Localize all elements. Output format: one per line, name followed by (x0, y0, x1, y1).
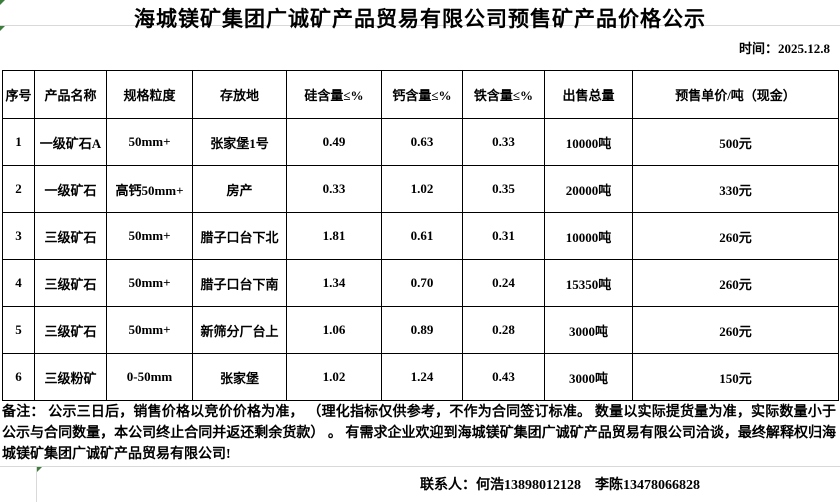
table-row: 1 一级矿石A 50mm+ 张家堡1号 0.49 0.63 0.33 10000… (2, 118, 839, 166)
table-cell: 0.70 (381, 259, 463, 307)
gridline (0, 466, 840, 467)
col-header-product: 产品名称 (34, 70, 107, 119)
table-cell: 0.24 (462, 259, 545, 307)
table-cell: 三级矿石 (34, 259, 107, 307)
table-cell: 0.35 (462, 165, 545, 213)
table-cell: 三级粉矿 (34, 353, 107, 401)
table-cell: 3 (2, 212, 35, 260)
table-cell: 10000吨 (544, 212, 633, 260)
table-cell: 10000吨 (544, 118, 633, 166)
col-header-location: 存放地 (192, 70, 287, 119)
table-cell: 3000吨 (544, 353, 633, 401)
table-cell: 50mm+ (106, 212, 193, 260)
table-cell: 50mm+ (106, 306, 193, 354)
table-row: 4 三级矿石 50mm+ 腊子口台下南 1.34 0.70 0.24 15350… (2, 259, 839, 307)
table-cell: 50mm+ (106, 259, 193, 307)
col-header-quantity: 出售总量 (544, 70, 633, 119)
table-cell: 1.06 (286, 306, 382, 354)
table-cell: 3000吨 (544, 306, 633, 354)
notes-text: 备注： 公示三日后，销售价格以竞价价格为准， （理化指标仅供参考，不作为合同签订… (2, 405, 836, 462)
table-cell: 0.33 (462, 118, 545, 166)
table-cell: 1.81 (286, 212, 382, 260)
table-cell: 0.89 (381, 306, 463, 354)
table-cell: 0.31 (462, 212, 545, 260)
table-cell: 260元 (632, 212, 839, 260)
table-cell: 4 (2, 259, 35, 307)
gridline (0, 25, 840, 26)
table-cell: 0.43 (462, 353, 545, 401)
table-cell: 一级矿石 (34, 165, 107, 213)
table-cell: 1.02 (286, 353, 382, 401)
gridline (36, 466, 37, 502)
table-cell: 150元 (632, 353, 839, 401)
table-cell: 15350吨 (544, 259, 633, 307)
table-header-row: 序号 产品名称 规格粒度 存放地 硅含量≤% 钙含量≤% 铁含量≤% 出售总量 … (2, 70, 839, 119)
cell-flag-icon (0, 0, 5, 5)
contact-line: 联系人：何浩13898012128 李陈13478066828 (420, 478, 700, 493)
table-cell: 2 (2, 165, 35, 213)
table-cell: 新筛分厂台上 (192, 306, 287, 354)
table-cell: 三级矿石 (34, 306, 107, 354)
table-cell: 20000吨 (544, 165, 633, 213)
table-cell: 张家堡 (192, 353, 287, 401)
table-cell: 500元 (632, 118, 839, 166)
table-row: 6 三级粉矿 0-50mm 张家堡 1.02 1.24 0.43 3000吨 1… (2, 353, 839, 401)
table-cell: 高钙50mm+ (106, 165, 193, 213)
table-cell: 腊子口台下北 (192, 212, 287, 260)
table-cell: 0.63 (381, 118, 463, 166)
price-table: 序号 产品名称 规格粒度 存放地 硅含量≤% 钙含量≤% 铁含量≤% 出售总量 … (2, 70, 839, 401)
table-cell: 260元 (632, 259, 839, 307)
table-cell: 1.24 (381, 353, 463, 401)
page-title: 海城镁矿集团广诚矿产品贸易有限公司预售矿产品价格公示 (134, 7, 706, 31)
table-cell: 50mm+ (106, 118, 193, 166)
col-header-spec: 规格粒度 (106, 70, 193, 119)
col-header-silicon: 硅含量≤% (286, 70, 382, 119)
table-row: 2 一级矿石 高钙50mm+ 房产 0.33 1.02 0.35 20000吨 … (2, 165, 839, 213)
cell-flag-icon (37, 467, 42, 472)
col-header-price: 预售单价/吨（现金） (632, 70, 839, 119)
table-cell: 0-50mm (106, 353, 193, 401)
table-cell: 1.34 (286, 259, 382, 307)
table-cell: 房产 (192, 165, 287, 213)
table-cell: 6 (2, 353, 35, 401)
table-cell: 腊子口台下南 (192, 259, 287, 307)
table-row: 5 三级矿石 50mm+ 新筛分厂台上 1.06 0.89 0.28 3000吨… (2, 306, 839, 354)
table-row: 3 三级矿石 50mm+ 腊子口台下北 1.81 0.61 0.31 10000… (2, 212, 839, 260)
table-cell: 330元 (632, 165, 839, 213)
table-cell: 0.61 (381, 212, 463, 260)
col-header-calcium: 钙含量≤% (381, 70, 463, 119)
table-cell: 三级矿石 (34, 212, 107, 260)
col-header-index: 序号 (2, 70, 35, 119)
cell-flag-icon (0, 26, 5, 31)
col-header-iron: 铁含量≤% (462, 70, 545, 119)
table-cell: 1.02 (381, 165, 463, 213)
table-cell: 张家堡1号 (192, 118, 287, 166)
table-cell: 0.28 (462, 306, 545, 354)
table-cell: 1 (2, 118, 35, 166)
table-cell: 一级矿石A (34, 118, 107, 166)
table-cell: 0.33 (286, 165, 382, 213)
date-label: 时间：2025.12.8 (738, 41, 830, 56)
table-cell: 260元 (632, 306, 839, 354)
table-cell: 0.49 (286, 118, 382, 166)
table-cell: 5 (2, 306, 35, 354)
